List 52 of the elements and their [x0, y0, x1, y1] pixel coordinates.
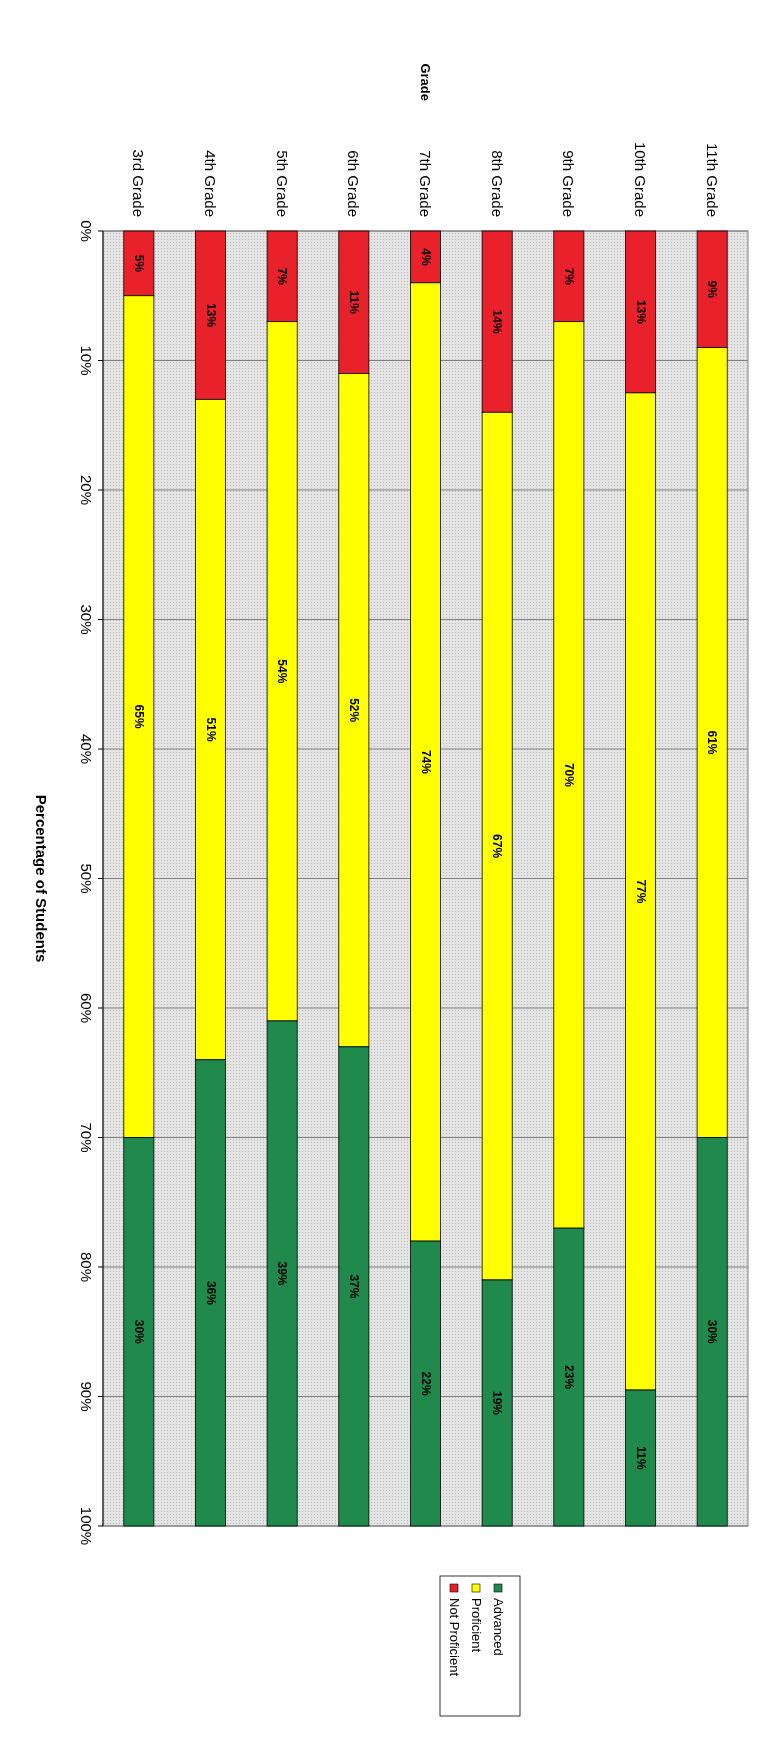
data-label: 37% — [346, 1274, 361, 1299]
data-label: 9% — [705, 280, 720, 299]
y-tick-label: 10% — [77, 345, 95, 376]
data-label: 13% — [203, 303, 218, 328]
data-label: 39% — [275, 1261, 290, 1286]
data-label: 7% — [275, 267, 290, 286]
data-label: 13% — [633, 299, 648, 325]
data-label: 11% — [633, 1446, 648, 1471]
data-label: 5% — [131, 254, 146, 273]
y-tick-label: 50% — [77, 863, 95, 894]
x-tick-label: 6th Grade — [345, 150, 363, 217]
data-label: 74% — [418, 749, 433, 775]
y-tick-label: 100% — [77, 1506, 95, 1546]
data-label: 19% — [490, 1390, 505, 1416]
x-tick-label: 4th Grade — [202, 150, 219, 217]
data-label: 54% — [275, 659, 290, 684]
legend-label: Not Proficient — [446, 1598, 462, 1677]
x-tick-label: 7th Grade — [417, 150, 434, 217]
data-label: 30% — [131, 1319, 146, 1345]
data-label: 65% — [131, 704, 146, 729]
y-tick-label: 30% — [77, 604, 95, 635]
y-tick-label: 80% — [77, 1251, 95, 1283]
data-label: 22% — [418, 1371, 433, 1396]
y-tick-label: 60% — [77, 992, 95, 1024]
y-axis-title: Percentage of Students — [32, 794, 50, 963]
data-label: 30% — [705, 1319, 720, 1345]
data-label: 7% — [561, 267, 576, 286]
data-label: 14% — [490, 309, 505, 334]
x-tick-label: 9th Grade — [560, 150, 578, 217]
y-tick-label: 0% — [77, 220, 95, 242]
x-tick-label: 3rd Grade — [130, 149, 148, 217]
data-label: 52% — [346, 698, 361, 723]
text: Grade — [418, 63, 433, 101]
data-label: 77% — [633, 879, 648, 904]
y-tick-label: 90% — [77, 1381, 95, 1412]
x-tick-label: 11th Grade — [703, 143, 721, 217]
data-label: 11% — [346, 290, 361, 315]
data-label: 67% — [490, 834, 505, 859]
y-tick-label: 70% — [77, 1122, 95, 1153]
data-label: 4% — [418, 248, 433, 266]
x-tick-label: 10th Grade — [632, 141, 649, 217]
legend-label: Proficient — [468, 1598, 484, 1653]
x-tick-label: 8th Grade — [488, 150, 506, 217]
y-tick-label: 20% — [77, 474, 95, 506]
y-tick-label: 40% — [77, 733, 95, 765]
data-label: 51% — [203, 717, 218, 742]
x-tick-label: 5th Grade — [273, 150, 291, 217]
data-label: 70% — [561, 762, 576, 788]
legend-label: Advanced — [490, 1598, 506, 1656]
data-label: 23% — [561, 1365, 576, 1390]
data-label: 36% — [203, 1280, 218, 1306]
data-label: 61% — [705, 730, 720, 755]
